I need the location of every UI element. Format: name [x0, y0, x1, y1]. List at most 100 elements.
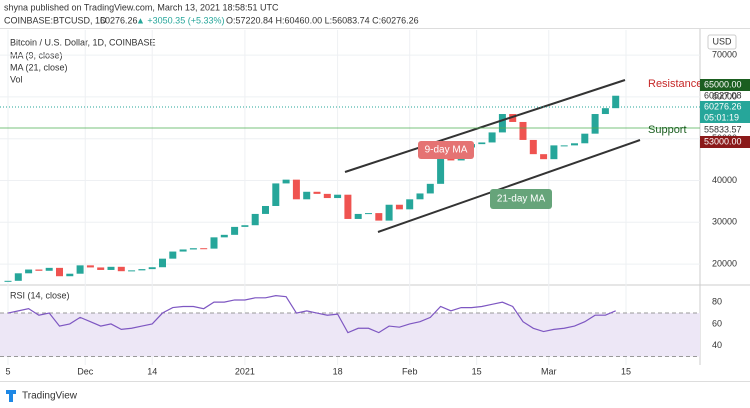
x-tick-label: 15 [621, 366, 631, 376]
y-tick-label: 80 [712, 297, 722, 307]
x-tick-label: 2021 [235, 366, 255, 376]
candle [189, 248, 197, 250]
candle [86, 265, 94, 268]
legend-vol: Vol [10, 74, 23, 84]
candle [179, 249, 187, 252]
candle [478, 142, 486, 145]
candle [14, 273, 22, 281]
candle [169, 251, 177, 259]
channel-lower [377, 139, 641, 233]
candle [292, 179, 300, 200]
rsi-pane: 40 60 80 [0, 295, 722, 358]
candle [4, 280, 12, 282]
candle [560, 145, 568, 147]
currency[interactable]: USD [712, 36, 732, 46]
legend-ma21: MA (21, close) [10, 62, 68, 72]
last-tag-text: 60276.26 [704, 101, 742, 111]
resistance-tag [700, 79, 750, 91]
candle [251, 213, 259, 226]
candle [323, 193, 331, 199]
candle [313, 191, 321, 194]
candle [509, 114, 517, 122]
candle [385, 204, 393, 221]
last-tag [700, 101, 750, 123]
ma21-label: 21-day MA [497, 194, 546, 205]
ma9-callout [418, 141, 474, 159]
candle [581, 133, 589, 144]
legend-title: Bitcoin / U.S. Dollar, 1D, COINBASE [10, 37, 156, 47]
y-tick-label: 30000 [712, 217, 737, 227]
high-tag-text: 60527.08 [704, 90, 742, 100]
y-tick-label: 70000 [712, 49, 737, 59]
candle [138, 269, 146, 271]
channel-upper [344, 79, 626, 173]
candle [231, 226, 239, 235]
candle [159, 258, 166, 268]
x-tick-label: 14 [147, 366, 157, 376]
candle [35, 269, 43, 271]
candle [571, 143, 578, 146]
candle [437, 154, 445, 184]
resistance-tag-text: 65000.00 [704, 79, 742, 89]
change: ▲ +3050.35 (+5.33%) [136, 15, 224, 25]
x-tick-label: 18 [333, 366, 343, 376]
candle [272, 183, 280, 206]
candle [375, 213, 383, 221]
countdown: 05:01:19 [704, 112, 739, 122]
ma-tag-text: 55833.57 [704, 124, 742, 134]
publisher: shyna published on TradingView.com, Marc… [4, 2, 279, 12]
candle [262, 205, 269, 214]
candle [76, 265, 84, 274]
divider [0, 28, 750, 29]
footer-divider [0, 381, 750, 382]
brand: TradingView [22, 391, 78, 402]
y-tick-label: 20000 [712, 258, 737, 268]
logo [6, 390, 16, 402]
candle [220, 234, 228, 238]
y-tick-label: 60000 [712, 91, 737, 101]
candle [354, 213, 362, 219]
y-tick-label: 40000 [712, 175, 737, 185]
ohlc: O:57220.84 H:60460.00 L:56083.74 C:60276… [226, 15, 419, 25]
y-tick-label: 40 [712, 340, 722, 350]
candle [25, 269, 33, 274]
candle [107, 266, 115, 270]
candle [395, 204, 403, 210]
x-tick-label: Mar [541, 366, 557, 376]
candle [529, 139, 537, 155]
resistance-label: Resistance [648, 78, 702, 90]
candle [612, 95, 620, 109]
candle [426, 183, 434, 194]
x-tick-label: Feb [402, 366, 418, 376]
candle [128, 270, 136, 272]
candle [66, 273, 74, 277]
last-price: 60276.26 [100, 15, 138, 25]
candle [117, 266, 125, 272]
candle [97, 267, 105, 270]
candle [601, 108, 609, 115]
currency-box[interactable] [707, 34, 737, 50]
candle [488, 132, 496, 143]
rsi-line [7, 295, 616, 334]
x-tick-label: Dec [77, 366, 94, 376]
support-tag [700, 136, 750, 148]
candle [416, 193, 424, 200]
candle [519, 121, 527, 140]
x-tick-label: 15 [472, 366, 482, 376]
candle [406, 199, 414, 210]
candle [241, 225, 249, 227]
candle [591, 114, 599, 134]
candle [56, 267, 63, 277]
candle [540, 154, 548, 160]
rsi-band [0, 313, 700, 357]
candle [334, 194, 342, 199]
candle [282, 179, 290, 184]
candle [344, 194, 352, 219]
candle [148, 267, 156, 270]
support-label: Support [648, 124, 687, 136]
x-tick-label: 5 [5, 366, 10, 376]
support-tag-text: 53000.00 [704, 136, 742, 146]
symbol: COINBASE:BTCUSD, 1D [4, 15, 107, 25]
rsi-title: RSI (14, close) [10, 290, 70, 300]
